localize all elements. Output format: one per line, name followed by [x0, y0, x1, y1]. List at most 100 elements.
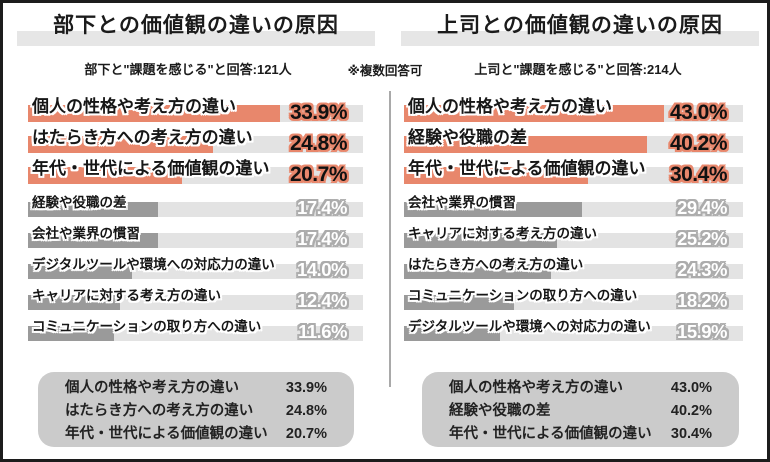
bar-fill — [404, 233, 557, 248]
bar-row: 会社や業界の慣習 29.4% — [404, 188, 743, 219]
bar-value-label: 20.7% — [289, 163, 348, 186]
bar-category-label: 経験や役職の差 — [32, 195, 127, 210]
bar-value-label: 40.2% — [669, 132, 728, 155]
bar-category-label: 会社や業界の慣習 — [32, 226, 140, 241]
summary-value: 30.4% — [670, 425, 712, 442]
multiple-answers-note: ※複数回答可 — [347, 64, 423, 78]
bar-row: キャリアに対する考え方の違い 25.2% — [404, 219, 743, 250]
bar-category-label: 個人の性格や考え方の違い — [32, 97, 236, 116]
right-chart-title-text: 上司との価値観の違いの原因 — [437, 14, 723, 37]
summary-label: 年代・世代による価値観の違い — [449, 425, 652, 442]
bar-row: 会社や業界の慣習 17.4% — [28, 219, 363, 250]
bar-fill — [404, 167, 589, 184]
left-summary-box: 個人の性格や考え方の違い 33.9% はたらき方への考え方の違い 24.8% 年代・世代… — [38, 372, 354, 447]
bar-track — [28, 105, 363, 122]
summary-value: 20.7% — [285, 425, 327, 442]
bar-track — [28, 326, 363, 341]
bar-value-label: 15.9% — [677, 320, 727, 342]
bar-row: コミュニケーションの取り方への違い 18.2% — [404, 281, 743, 312]
bar-row: 年代・世代による価値観の違い 20.7% — [28, 154, 363, 185]
summary-row: 個人の性格や考え方の違い 33.9% — [65, 377, 327, 399]
bar-value-label: 14.0% — [297, 258, 347, 280]
bar-row: デジタルツールや環境への対応力の違い 14.0% — [28, 250, 363, 281]
bar-track — [404, 326, 743, 341]
bar-row: 経験や役職の差 17.4% — [28, 188, 363, 219]
bar-value-label: 30.4% — [669, 163, 728, 186]
bar-fill — [28, 167, 183, 184]
bar-category-label: デジタルツールや環境への対応力の違い — [32, 257, 275, 272]
bar-value-label: 11.6% — [298, 320, 347, 342]
bar-row: はたらき方への考え方の違い 24.3% — [404, 250, 743, 281]
right-summary-box: 個人の性格や考え方の違い 43.0% 経験や役職の差 40.2% 年代・世代による価値観… — [422, 372, 739, 447]
bar-fill — [28, 105, 281, 122]
bar-value-label: 24.8% — [289, 132, 348, 155]
summary-value: 33.9% — [285, 379, 327, 396]
bar-track — [404, 264, 743, 279]
bar-fill — [404, 202, 582, 217]
left-chart-title-text: 部下との価値観の違いの原因 — [53, 14, 339, 37]
summary-row: 個人の性格や考え方の違い 43.0% — [449, 377, 712, 399]
left-chart-title: 部下との価値観の違いの原因 — [13, 9, 379, 49]
bar-category-label: 経験や役職の差 — [408, 128, 527, 147]
right-chart-subtitle: 上司と"課題を感じる"と回答:214人 — [474, 62, 682, 77]
bar-value-label: 33.9% — [289, 101, 348, 124]
bar-track — [28, 167, 363, 184]
bar-category-label: デジタルツールや環境への対応力の違い — [408, 319, 651, 334]
bar-category-label: コミュニケーションの取り方への違い — [408, 288, 638, 303]
bar-row: デジタルツールや環境への対応力の違い 15.9% — [404, 312, 743, 343]
bar-category-label: 個人の性格や考え方の違い — [408, 97, 612, 116]
bar-value-label: 25.2% — [677, 227, 727, 249]
bar-category-label: キャリアに対する考え方の違い — [32, 288, 221, 303]
bar-fill — [404, 136, 648, 153]
vertical-divider — [389, 91, 391, 387]
bar-value-label: 43.0% — [669, 101, 728, 124]
bar-track — [404, 167, 743, 184]
bar-track — [28, 295, 363, 310]
bar-track — [404, 202, 743, 217]
bar-value-label: 12.4% — [297, 289, 347, 311]
bar-row: 個人の性格や考え方の違い 43.0% — [404, 92, 743, 123]
bar-category-label: はたらき方への考え方の違い — [32, 128, 253, 147]
bar-value-label: 17.4% — [297, 196, 347, 218]
bar-category-label: 会社や業界の慣習 — [408, 195, 516, 210]
bar-fill — [28, 295, 121, 310]
bar-category-label: コミュニケーションの取り方への違い — [32, 319, 262, 334]
bar-fill — [404, 264, 552, 279]
bar-track — [28, 233, 363, 248]
bar-track — [28, 136, 363, 153]
bar-row: キャリアに対する考え方の違い 12.4% — [28, 281, 363, 312]
summary-value: 24.8% — [285, 402, 327, 419]
summary-value: 43.0% — [670, 379, 712, 396]
bar-value-label: 29.4% — [677, 196, 727, 218]
bar-category-label: 年代・世代による価値観の違い — [32, 159, 270, 178]
bar-fill — [28, 326, 115, 341]
summary-row: はたらき方への考え方の違い 24.8% — [65, 400, 327, 422]
bar-track — [404, 233, 743, 248]
bar-category-label: キャリアに対する考え方の違い — [408, 226, 597, 241]
summary-label: 個人の性格や考え方の違い — [65, 379, 239, 396]
summary-value: 40.2% — [670, 402, 712, 419]
bar-row: はたらき方への考え方の違い 24.8% — [28, 123, 363, 154]
summary-row: 年代・世代による価値観の違い 30.4% — [449, 423, 712, 445]
left-chart-subtitle: 部下と"課題を感じる"と回答:121人 — [84, 62, 292, 77]
bar-row: 年代・世代による価値観の違い 30.4% — [404, 154, 743, 185]
summary-row: 年代・世代による価値観の違い 20.7% — [65, 423, 327, 445]
summary-label: 年代・世代による価値観の違い — [65, 425, 268, 442]
bar-fill — [404, 326, 501, 341]
bar-category-label: 年代・世代による価値観の違い — [408, 159, 646, 178]
bar-fill — [404, 105, 665, 122]
bar-row: 個人の性格や考え方の違い 33.9% — [28, 92, 363, 123]
right-chart-title: 上司との価値観の違いの原因 — [397, 9, 763, 49]
bar-fill — [28, 202, 158, 217]
bar-track — [28, 202, 363, 217]
bar-value-label: 24.3% — [677, 258, 727, 280]
bar-row: コミュニケーションの取り方への違い 11.6% — [28, 312, 363, 343]
bar-fill — [28, 233, 158, 248]
bar-value-label: 17.4% — [297, 227, 347, 249]
summary-row: 経験や役職の差 40.2% — [449, 400, 712, 422]
summary-label: 個人の性格や考え方の違い — [449, 379, 623, 396]
left-bar-chart: 個人の性格や考え方の違い 33.9% はたらき方への考え方の違い 24.8% 年代・世代… — [28, 92, 363, 343]
bar-fill — [404, 295, 515, 310]
bar-fill — [28, 136, 213, 153]
right-bar-chart: 個人の性格や考え方の違い 43.0% 経験や役職の差 40.2% 年代・世代による価値観… — [404, 92, 743, 343]
